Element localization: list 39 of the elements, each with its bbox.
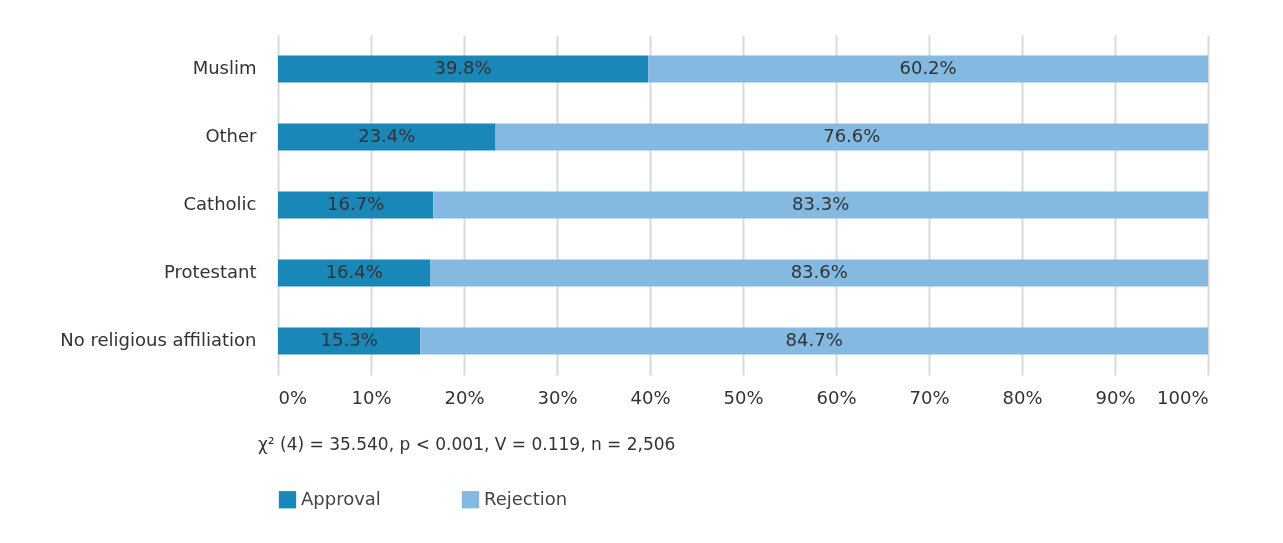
bar — [278, 191, 434, 219]
x-tick-label: 10% — [351, 386, 392, 408]
bar — [495, 123, 1208, 151]
legend-label: Approval — [301, 487, 381, 509]
x-tick-label: 0% — [278, 386, 308, 408]
data-label: 39.8% — [434, 57, 492, 78]
bar — [420, 327, 1208, 355]
data-label: 83.3% — [792, 193, 850, 214]
x-tick-label: 60% — [816, 386, 857, 408]
bar — [278, 327, 421, 355]
y-tick-label: Muslim — [192, 57, 257, 78]
data-label: 15.3% — [320, 329, 378, 350]
bar — [278, 123, 496, 151]
bar — [433, 191, 1208, 219]
bar — [430, 259, 1208, 287]
data-label: 83.6% — [790, 261, 848, 282]
x-tick-label: 20% — [444, 386, 485, 408]
x-tick-label: 80% — [1002, 386, 1043, 408]
x-tick-label: 30% — [537, 386, 578, 408]
y-tick-label: Other — [205, 125, 258, 146]
y-tick-label: No religious affiliation — [60, 329, 257, 350]
x-tick-label: 40% — [630, 386, 671, 408]
bar — [278, 259, 431, 287]
text: χ² (4) = 35.540, p < 0.001, V = 0.119, n = 2,506 — [258, 434, 676, 454]
x-tick-label: 90% — [1095, 386, 1136, 408]
data-label: 16.4% — [325, 261, 383, 282]
y-tick-label: Protestant — [163, 261, 257, 282]
x-tick-label: 50% — [723, 386, 764, 408]
bar — [278, 55, 649, 83]
data-label: 84.7% — [785, 329, 843, 350]
data-label: 76.6% — [823, 125, 881, 146]
x-tick-label: 100% — [1157, 386, 1209, 408]
x-tick-label: 70% — [909, 386, 950, 408]
data-label: 16.7% — [327, 193, 385, 214]
legend-label: Rejection — [484, 487, 568, 509]
y-tick-label: Catholic — [183, 193, 257, 214]
data-label: 23.4% — [358, 125, 416, 146]
bar — [648, 55, 1208, 83]
data-label: 60.2% — [899, 57, 957, 78]
